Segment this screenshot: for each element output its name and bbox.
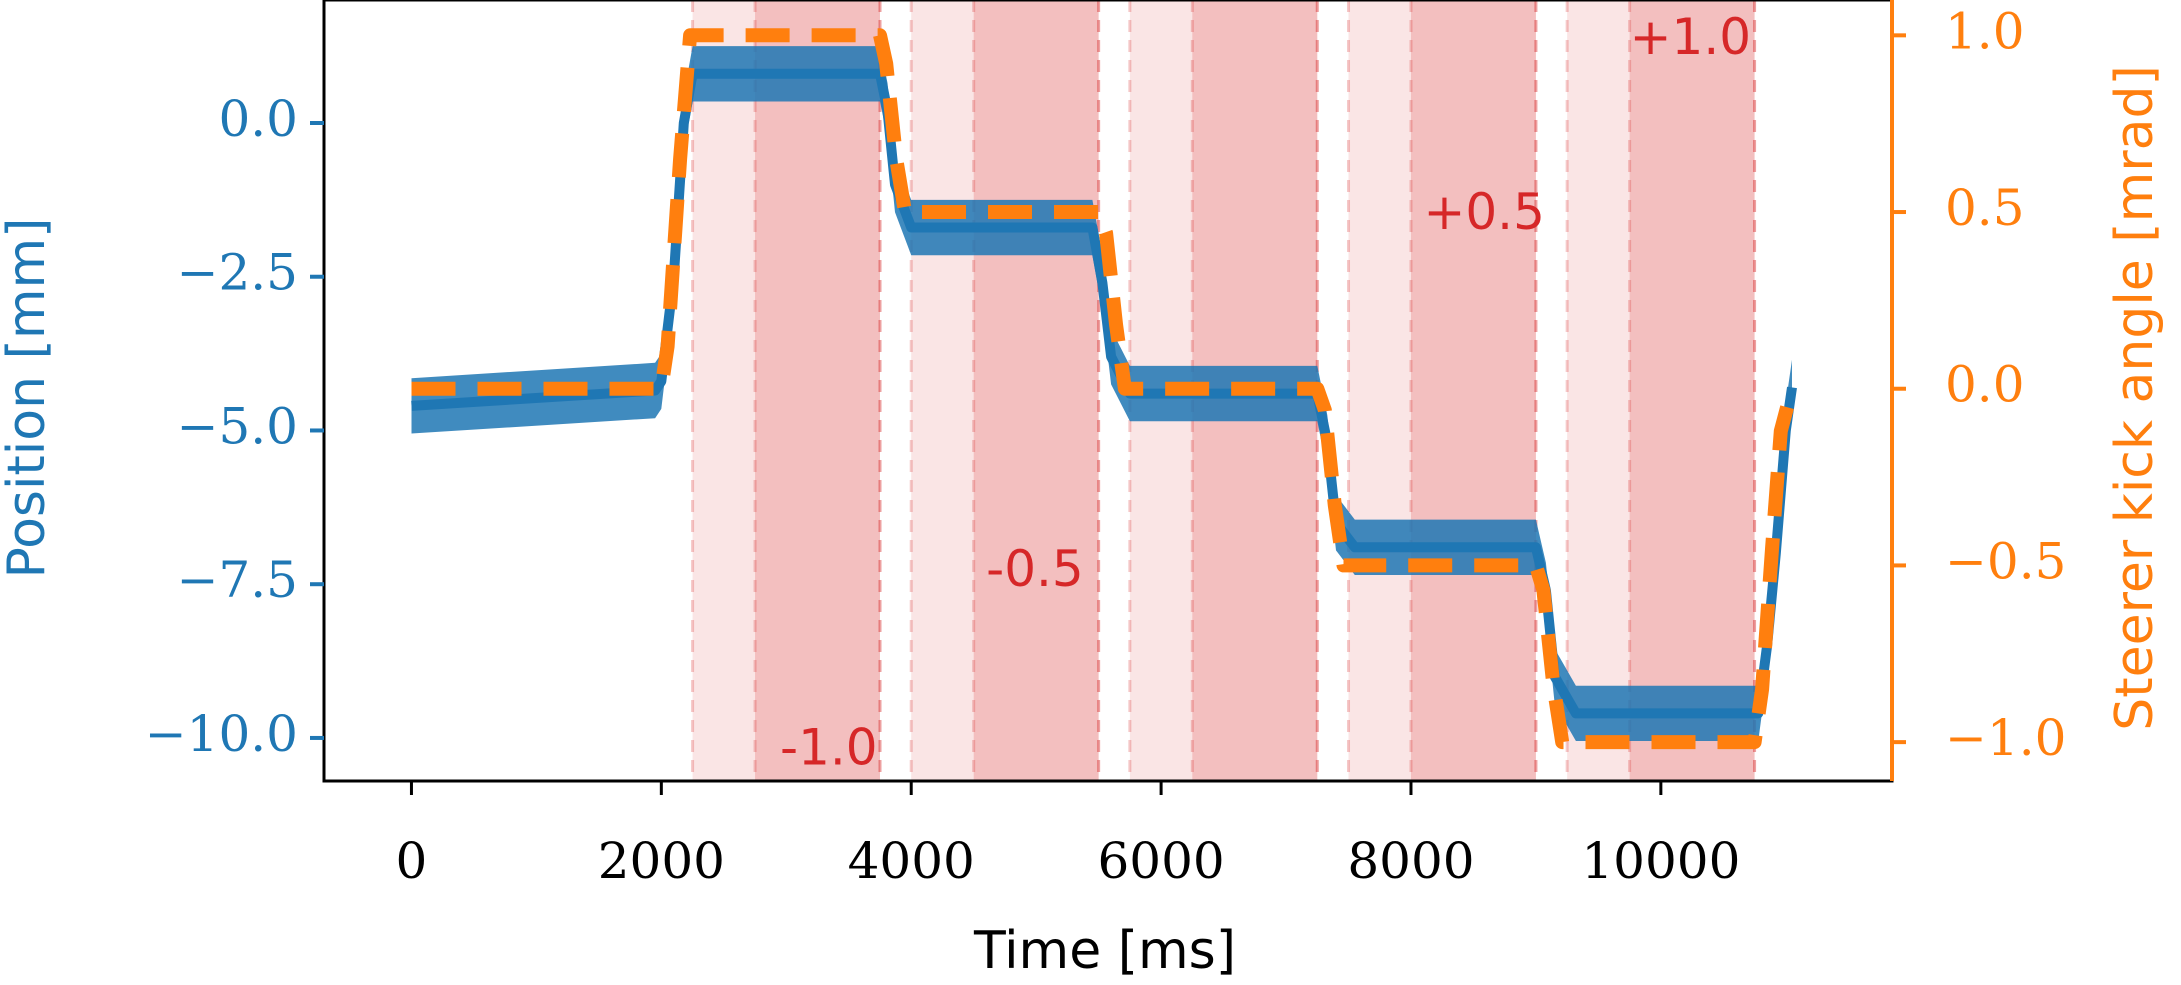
y-axis-left-label: Position [mm] — [0, 218, 57, 579]
y-right-tick-label: −0.5 — [1945, 532, 2066, 590]
shaded-region-dark — [973, 0, 1099, 781]
shaded-region-light — [1567, 0, 1755, 781]
shaded-region-light — [1348, 0, 1536, 781]
x-tick-label: 6000 — [1097, 832, 1224, 890]
x-tick-label: 4000 — [848, 832, 975, 890]
annotation-label: -0.5 — [986, 540, 1084, 598]
y-left-tick-label: −2.5 — [177, 244, 298, 302]
y-right-tick-label: 1.0 — [1945, 2, 2025, 60]
y-axis-right: 1.0 0.5 0.0 −0.5 −1.0 — [1890, 0, 2066, 781]
annotation-label: +0.5 — [1423, 183, 1544, 241]
y-left-tick-label: −5.0 — [177, 397, 298, 455]
x-tick-label: 8000 — [1347, 832, 1474, 890]
shaded-region-light — [692, 0, 880, 781]
y-left-tick-label: −10.0 — [145, 705, 298, 763]
x-tick-label: 2000 — [598, 832, 725, 890]
y-left-tick-label: 0.0 — [218, 90, 298, 148]
x-axis-label: Time [ms] — [973, 921, 1236, 981]
shaded-region-dark — [1629, 0, 1755, 781]
y-axis-right-label: Steerer kick angle [mrad] — [2105, 65, 2165, 731]
y-right-tick-label: −1.0 — [1945, 709, 2066, 767]
series-steerer-kick-line — [411, 28, 1799, 750]
shaded-region-light — [911, 0, 1099, 781]
shaded-regions — [691, 0, 1757, 781]
annotations: -1.0 -0.5 +0.5 +1.0 — [780, 8, 1751, 776]
y-left-tick-label: −7.5 — [177, 551, 298, 609]
series-layer — [411, 28, 1799, 750]
x-axis: 0 2000 4000 6000 8000 10000 — [396, 781, 1740, 890]
y-right-tick-label: 0.0 — [1945, 356, 2025, 414]
annotation-label: -1.0 — [780, 718, 878, 776]
y-axis-left: 0.0 −2.5 −5.0 −7.5 −10.0 — [145, 90, 324, 763]
x-tick-label: 10000 — [1581, 832, 1740, 890]
y-right-tick-label: 0.5 — [1945, 179, 2025, 237]
shaded-region-dark — [755, 0, 880, 781]
annotation-label: +1.0 — [1630, 8, 1751, 66]
x-tick-label: 0 — [396, 832, 428, 890]
shaded-region-dark — [1410, 0, 1536, 781]
